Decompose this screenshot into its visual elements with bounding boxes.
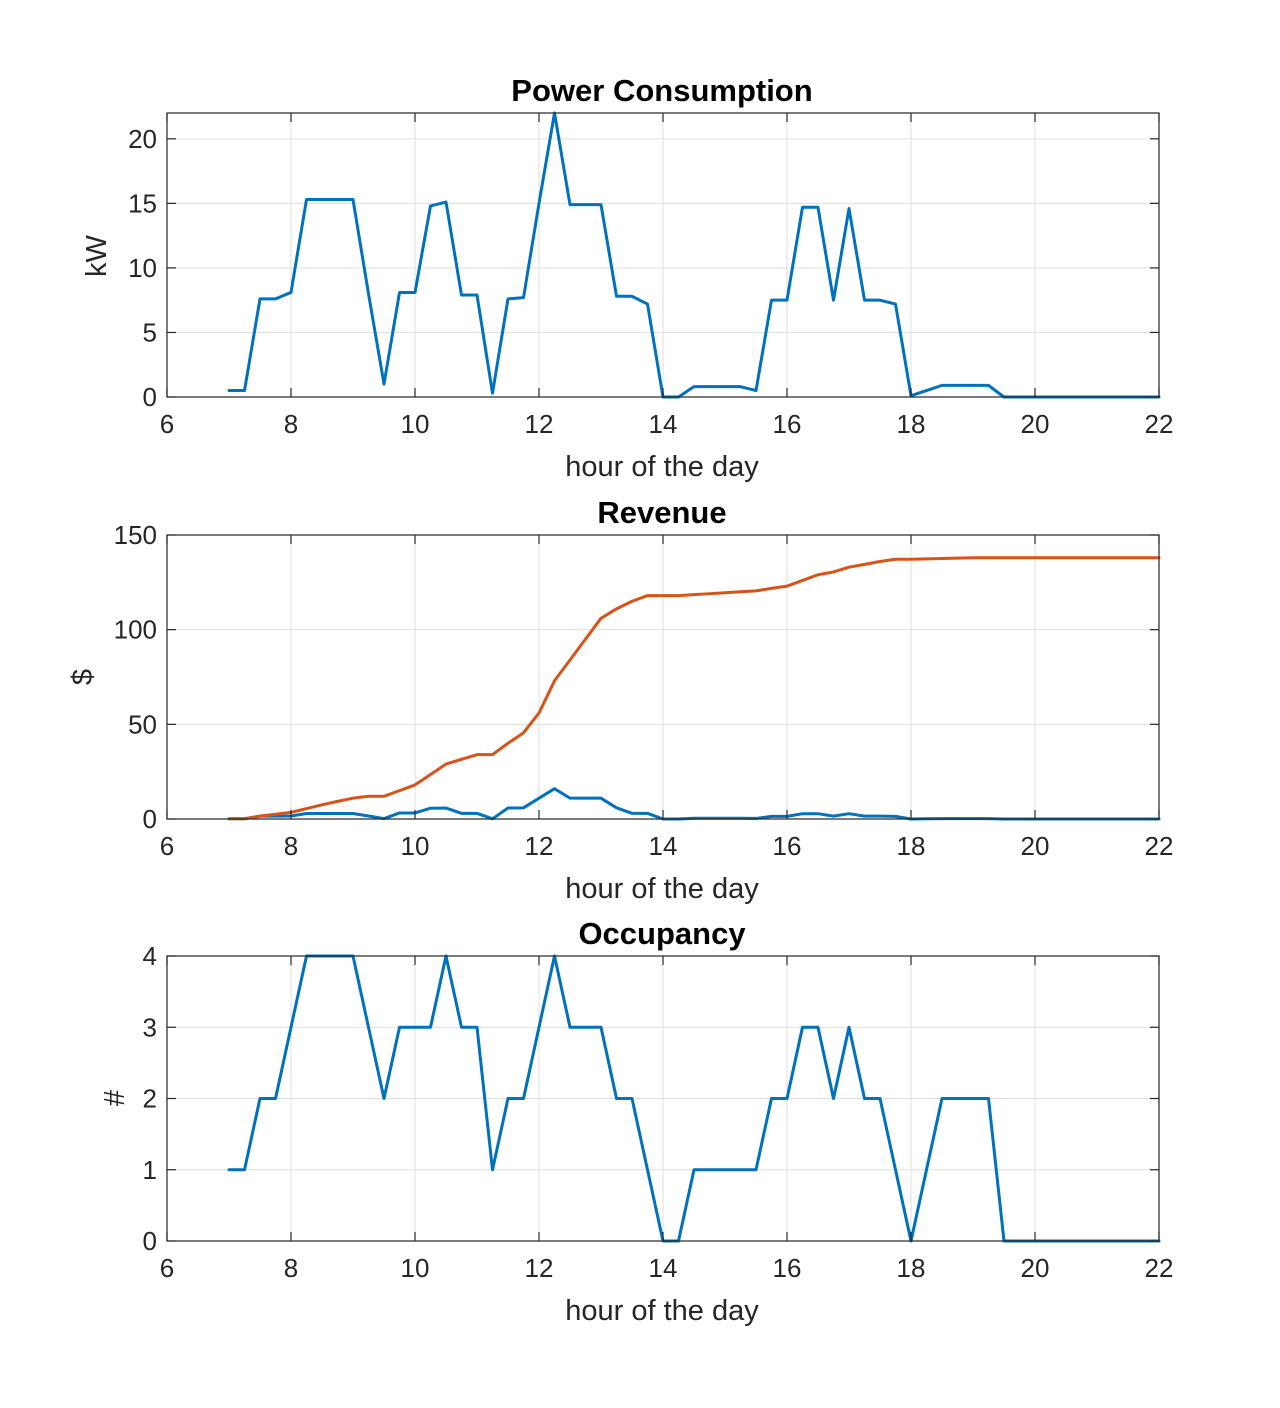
y-tick-label: 0: [143, 804, 157, 834]
x-tick-label: 6: [160, 1253, 174, 1283]
x-tick-label: 8: [284, 1253, 298, 1283]
x-axis-label: hour of the day: [565, 1295, 759, 1327]
y-tick-label: 3: [143, 1012, 157, 1042]
x-tick-label: 20: [1021, 409, 1050, 439]
y-axis-label: #: [99, 1090, 131, 1106]
x-tick-label: 6: [160, 831, 174, 861]
y-axis-label: $: [67, 669, 99, 685]
y-tick-label: 2: [143, 1084, 157, 1114]
x-tick-label: 12: [525, 409, 554, 439]
x-tick-label: 18: [897, 409, 926, 439]
axes: 6 8 10 12 14 16 18 20 22 0 5 10 15 20: [128, 112, 1174, 439]
x-tick-label: 10: [401, 409, 430, 439]
y-tick-label: 0: [143, 1226, 157, 1256]
y-tick-label: 0: [143, 382, 157, 412]
chart-title: Power Consumption: [511, 73, 812, 108]
y-tick-label: 150: [114, 520, 157, 550]
grid: [167, 956, 1159, 1241]
x-tick-label: 22: [1145, 409, 1174, 439]
x-tick-label: 20: [1021, 831, 1050, 861]
grid: [167, 113, 1159, 397]
x-tick-label: 16: [773, 409, 802, 439]
x-tick-label: 16: [773, 831, 802, 861]
y-tick-label: 50: [128, 709, 157, 739]
x-tick-label: 16: [773, 1253, 802, 1283]
y-tick-label: 15: [128, 188, 157, 218]
x-tick-label: 18: [897, 1253, 926, 1283]
y-tick-label: 10: [128, 253, 157, 283]
x-tick-label: 22: [1145, 1253, 1174, 1283]
x-tick-label: 12: [525, 1253, 554, 1283]
x-tick-label: 22: [1145, 831, 1174, 861]
y-tick-label: 4: [143, 941, 157, 971]
x-tick-label: 10: [401, 1253, 430, 1283]
axes: 6 8 10 12 14 16 18 20 22 0 50 100 150: [114, 520, 1174, 861]
grid: [167, 535, 1159, 819]
y-tick-label: 1: [143, 1155, 157, 1185]
y-tick-label: 100: [114, 615, 157, 645]
power-consumption-panel: 6 8 10 12 14 16 18 20 22 0 5 10 15 20 Power Consumpti…: [81, 73, 1173, 483]
y-axis-label: kW: [81, 234, 113, 277]
y-tick-label: 5: [143, 317, 157, 347]
x-tick-label: 8: [284, 831, 298, 861]
x-tick-label: 6: [160, 409, 174, 439]
revenue-panel: 6 8 10 12 14 16 18 20 22 0 50 100 150 Revenue hour o…: [67, 495, 1173, 905]
x-tick-label: 18: [897, 831, 926, 861]
series-line-2: [227, 556, 1161, 821]
x-tick-label: 14: [649, 1253, 678, 1283]
chart-title: Occupancy: [578, 916, 746, 951]
x-tick-label: 10: [401, 831, 430, 861]
x-tick-label: 8: [284, 409, 298, 439]
x-tick-label: 14: [649, 831, 678, 861]
x-axis-label: hour of the day: [565, 873, 759, 905]
x-tick-label: 14: [649, 409, 678, 439]
x-axis-label: hour of the day: [565, 451, 759, 483]
y-tick-label: 20: [128, 124, 157, 154]
x-tick-label: 12: [525, 831, 554, 861]
x-tick-label: 20: [1021, 1253, 1050, 1283]
chart-title: Revenue: [597, 495, 726, 530]
